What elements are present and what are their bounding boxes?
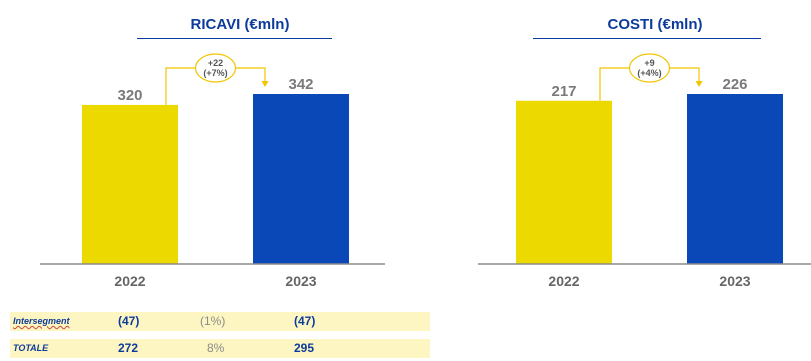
summary-percent: (1%): [200, 314, 226, 328]
ricavi-x-tick-2023: 2023: [285, 273, 316, 289]
summary-percent: 8%: [207, 341, 225, 355]
ricavi-chart-title: RICAVI (€mln): [190, 16, 290, 33]
ricavi-delta-value: +22: [208, 58, 223, 68]
costi-delta-value: +9: [644, 58, 654, 68]
ricavi-bar-2023: [253, 94, 349, 264]
summary-row-totale: TOTALE 272 8% 295: [10, 339, 430, 358]
ricavi-x-tick-2022: 2022: [114, 273, 145, 289]
ricavi-delta-arrow: [261, 81, 269, 87]
costi-title-rule: [533, 38, 761, 39]
costi-value-label-2023: 226: [722, 76, 747, 93]
costi-x-tick-2022: 2022: [548, 273, 579, 289]
summary-row-label: Intersegment: [13, 316, 70, 326]
ricavi-delta-badge: [194, 53, 237, 83]
costi-bar-2022: [516, 100, 612, 264]
costi-chart-title: COSTI (€mln): [607, 16, 703, 33]
charts-canvas: 320 2022 342 2023 +22(+7%) 217 2022 226 2023 +9(+…: [40, 53, 811, 289]
summary-value-2022: 272: [118, 341, 139, 355]
costi-x-tick-2023: 2023: [719, 273, 750, 289]
costi-delta-badge: [628, 53, 671, 83]
summary-value-2023: (47): [294, 314, 316, 328]
summary-value-2023: 295: [294, 341, 315, 355]
costi-delta-arrow: [695, 81, 703, 87]
summary-row-label: TOTALE: [13, 343, 49, 353]
costi-bar-2023: [687, 94, 783, 264]
ricavi-value-label-2022: 320: [117, 87, 142, 104]
summary-value-2022: (47): [118, 314, 140, 328]
ricavi-bar-2022: [82, 104, 178, 264]
ricavi-title-rule: [137, 38, 332, 39]
costi-delta-percent: (+4%): [637, 68, 661, 78]
ricavi-delta-percent: (+7%): [203, 68, 227, 78]
ricavi-value-label-2023: 342: [288, 76, 313, 93]
costi-value-label-2022: 217: [551, 83, 576, 100]
summary-row-intersegment: Intersegment (47) (1%) (47): [10, 312, 430, 331]
